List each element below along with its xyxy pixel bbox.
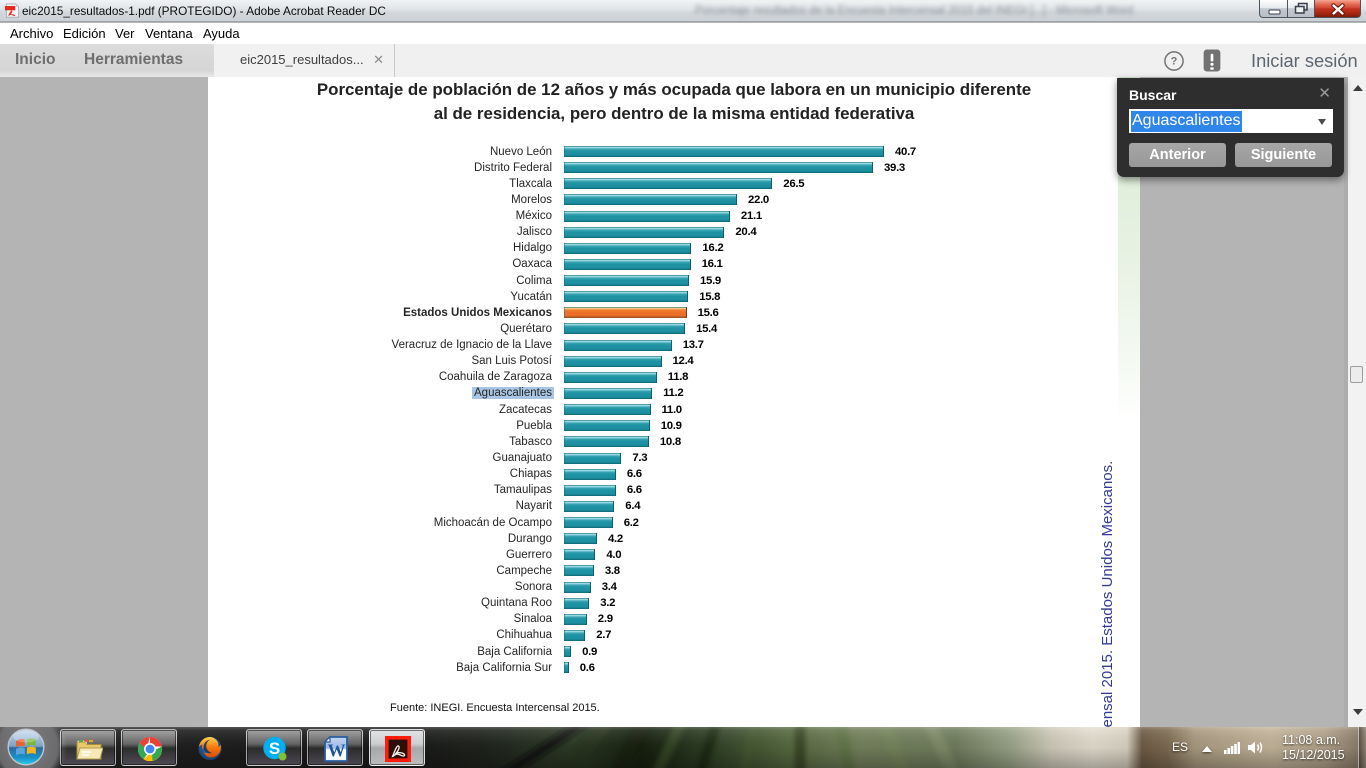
svg-text:S: S [269,739,280,758]
svg-text:W: W [328,741,346,761]
svg-text:?: ? [1171,56,1178,68]
